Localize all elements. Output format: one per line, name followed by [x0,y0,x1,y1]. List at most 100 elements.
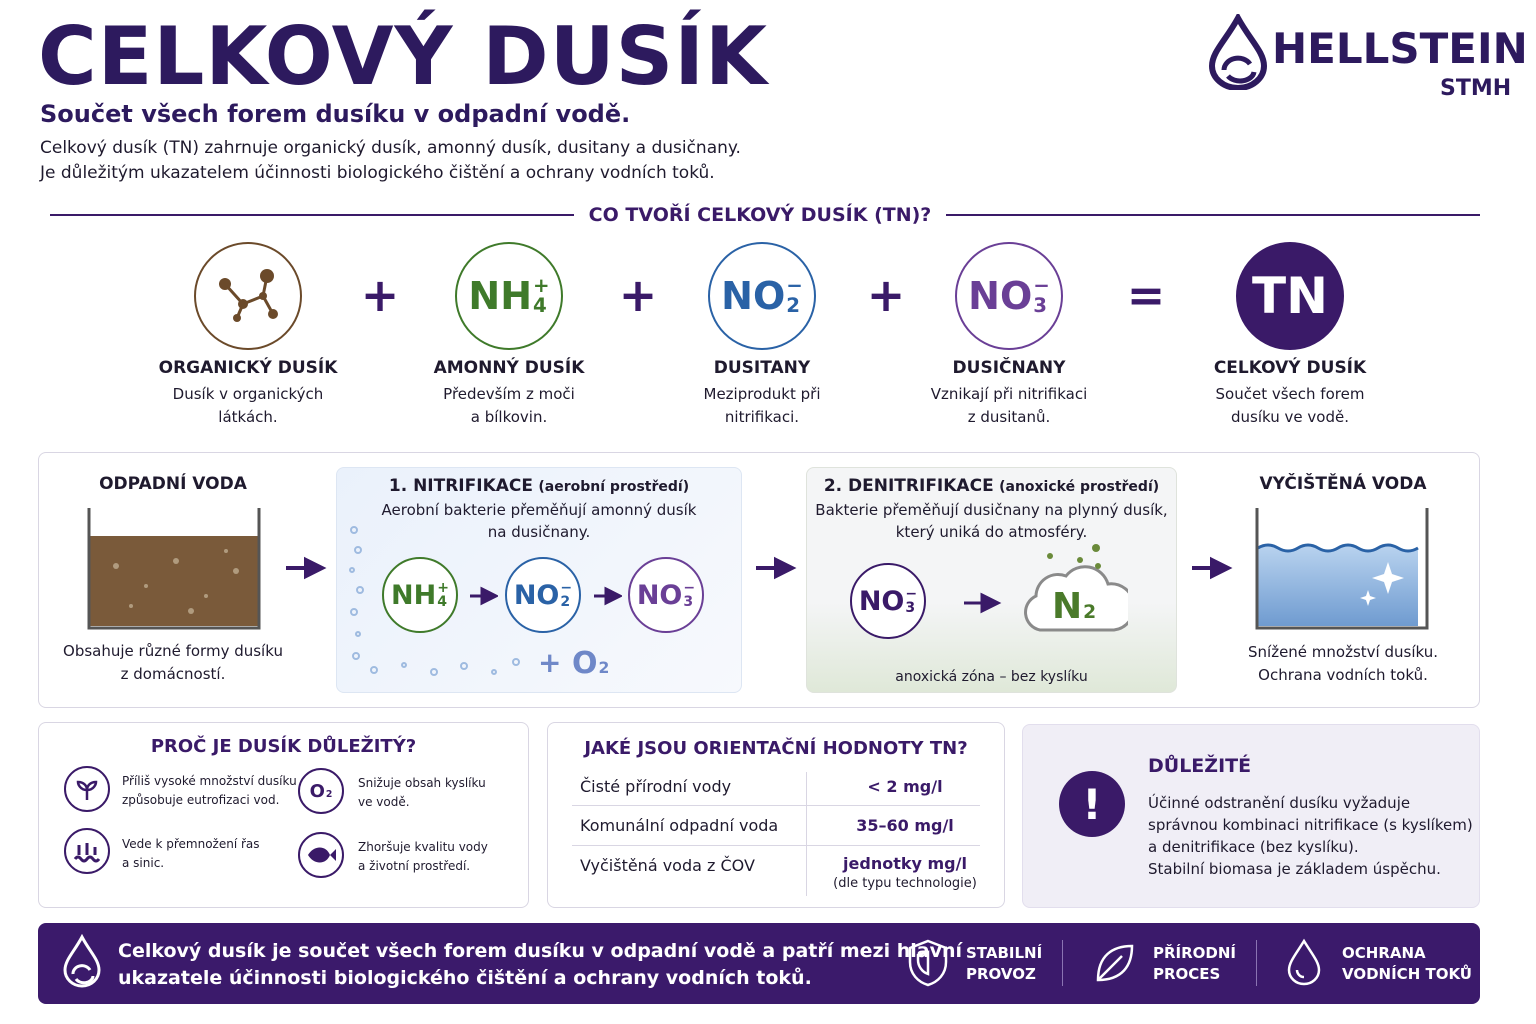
formula-sup: + [437,579,449,596]
formula-sup: − [683,579,696,596]
component-desc: Především z moči [443,385,575,403]
arrow [964,592,1002,614]
formula-sub: 4 [437,594,447,610]
divider [50,214,574,216]
badge-divider [1256,940,1257,986]
formula-circle: NH +4 [382,557,458,633]
why-icon [64,766,110,812]
arrow [756,556,797,580]
formula-sup: + [533,274,550,298]
row-label: Komunální odpadní voda [580,816,779,835]
formula-base: NO [636,579,683,611]
step-title: VYČIŠTĚNÁ VODA [1259,474,1427,494]
why-line: způsobuje eutrofizaci vod. [122,793,280,807]
formula-indices: 2 [1083,603,1096,623]
component-desc: a bílkovin. [470,408,548,426]
arrow [286,556,327,580]
formula-circle: NO −2 [505,557,581,633]
step-desc: Aerobní bakterie přeměňují amonný dusík [381,501,697,519]
oxygen-plus: + [538,646,562,679]
zone-label: anoxická zóna – bez kyslíku [895,669,1088,685]
badge-divider [1062,940,1063,986]
component-name: AMONNÝ DUSÍK [433,358,585,378]
row-value: 35–60 mg/l [856,816,954,835]
badge-icon [1287,938,1321,986]
formula-sub: 3 [1033,294,1048,317]
formula: NO −3 [859,586,917,617]
intro: Celkový dusík (TN) zahrnuje organický du… [40,138,741,158]
formula-base: NH [391,579,437,611]
line: Stabilní biomasa je základem úspěchu. [1148,860,1441,878]
formula-circle: TN [1236,242,1344,350]
step-title: 2. DENITRIFIKACE [823,476,994,496]
panel-title: DŮLEŽITÉ [1148,755,1252,777]
logo-sub: STMH [1440,76,1512,101]
formula-sub: 3 [905,600,916,616]
divider [946,214,1480,216]
formula: NO −2 [514,580,572,611]
formula-indices: −2 [560,581,572,609]
component-desc: Vznikají při nitrifikaci [930,385,1088,403]
badge: OCHRANA VODNÍCH TOKŮ [1342,943,1472,985]
formula-base: TN [1252,267,1328,325]
table-divider [572,805,980,806]
formula-base: N [1052,586,1083,627]
organic-icon [194,242,302,350]
logo-icon [1208,14,1268,90]
formula-sub: 3 [683,594,694,610]
section-heading: CO TVOŘÍ CELKOVÝ DUSÍK (TN)? [588,204,932,226]
line: a denitrifikace (bez kyslíku). [1148,838,1359,856]
why-text: Vede k přemnožení řas a sinic. [122,835,260,873]
formula-sup: − [905,585,918,602]
component-desc: dusíku ve vodě. [1231,408,1349,426]
formula-base: NO [721,274,786,318]
why-line: a životní prostředí. [358,859,471,873]
operator: = [1126,268,1166,322]
component-desc: z dusitanů. [967,408,1051,426]
why-line: a sinic. [122,856,165,870]
formula-circle: NO −2 [708,242,816,350]
bubbles [349,526,520,676]
formula-circle: NH +4 [455,242,563,350]
formula: NO −2 [721,274,803,318]
process-panel [38,452,1480,708]
formula-sub: 2 [560,594,571,610]
formula-base: NO [513,579,560,611]
formula: NH +4 [391,580,449,611]
row-value: jednotky mg/l [843,854,967,873]
line: STABILNÍ [966,944,1043,962]
footer [38,923,1480,1004]
step-desc: Obsahuje různé formy dusíku [63,642,283,660]
badge: PŘÍRODNÍ PROCES [1153,943,1236,985]
step-desc: z domácností. [120,665,226,683]
formula-sup: − [786,274,803,298]
formula-indices: −3 [683,581,695,609]
formula-indices: +4 [533,276,550,316]
step-heading: 2. DENITRIFIKACE (anoxické prostředí) [806,476,1177,496]
component-name: DUSIČNANY [952,358,1066,378]
formula-base: O [572,646,598,681]
why-line: Vede k přemnožení řas [122,837,260,851]
why-line: Zhoršuje kvalitu vody [358,840,488,854]
panel-title: PROČ JE DUSÍK DŮLEŽITÝ? [150,736,417,757]
clean-beaker [1255,508,1429,630]
why-text: Snižuje obsah kyslíku ve vodě. [358,774,486,812]
step-env: (anoxické prostředí) [999,479,1160,495]
step-title: ODPADNÍ VODA [99,474,247,494]
formula-indices: 2 [599,661,610,677]
component-desc: Dusík v organických [172,385,324,403]
component-name: ORGANICKÝ DUSÍK [158,358,338,378]
logo-name: HELLSTEIN [1272,24,1528,73]
step-desc: který uniká do atmosféry. [895,523,1088,541]
formula-sub: 2 [786,294,801,317]
formula-indices: −2 [786,276,803,316]
formula: NH +4 [468,274,549,318]
line: PROVOZ [966,965,1036,983]
cloud [1024,544,1128,632]
formula-indices: −3 [1033,276,1050,316]
component-desc: látkách. [218,408,278,426]
